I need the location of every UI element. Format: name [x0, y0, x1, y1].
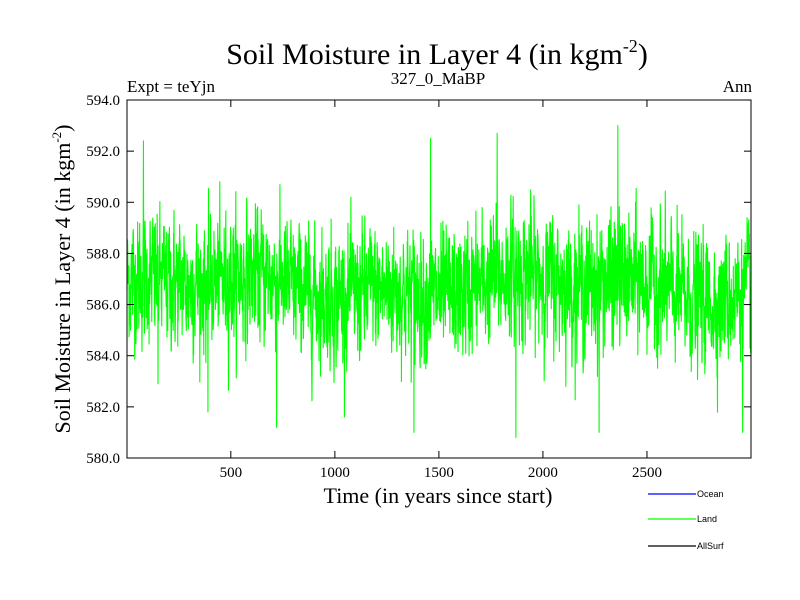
y-tick-label: 592.0 — [86, 144, 120, 160]
legend-label-allsurf: AllSurf — [697, 541, 724, 551]
chart-title-superscript: -2 — [623, 36, 638, 56]
series-layer — [126, 125, 752, 439]
series-line-land — [126, 125, 752, 439]
plot-frame — [126, 99, 752, 459]
y-tick-label: 586.0 — [86, 298, 120, 314]
x-axis-label: Time (in years since start) — [324, 483, 553, 508]
legend-label-ocean: Ocean — [697, 489, 724, 499]
y-tick-label: 590.0 — [86, 195, 120, 211]
legend: Ocean Land AllSurf — [648, 489, 724, 551]
y-tick-label: 580.0 — [86, 451, 120, 467]
experiment-label: Expt = teYjn — [127, 77, 215, 96]
y-tick-label: 582.0 — [86, 400, 120, 416]
y-axis-label-superscript: -2 — [49, 132, 64, 143]
x-tick-label: 1000 — [320, 465, 350, 481]
period-label: 327_0_MaBP — [391, 69, 485, 88]
legend-label-land: Land — [697, 514, 717, 524]
y-tick-label: 588.0 — [86, 246, 120, 262]
season-label: Ann — [723, 77, 753, 96]
x-tick-label: 2500 — [632, 465, 662, 481]
chart-title: Soil Moisture in Layer 4 (in kgm-2) — [226, 36, 648, 71]
y-axis-label: Soil Moisture in Layer 4 (in kgm-2) — [49, 124, 75, 433]
x-tick-label: 2000 — [528, 465, 558, 481]
x-tick-label: 1500 — [424, 465, 454, 481]
tick-layer: 500 1000 1500 2000 2500 580.0 582.0 584.0 586.0 5… — [86, 93, 751, 481]
y-tick-label: 584.0 — [86, 349, 120, 365]
y-tick-label: 594.0 — [86, 93, 120, 109]
x-tick-label: 500 — [220, 465, 243, 481]
